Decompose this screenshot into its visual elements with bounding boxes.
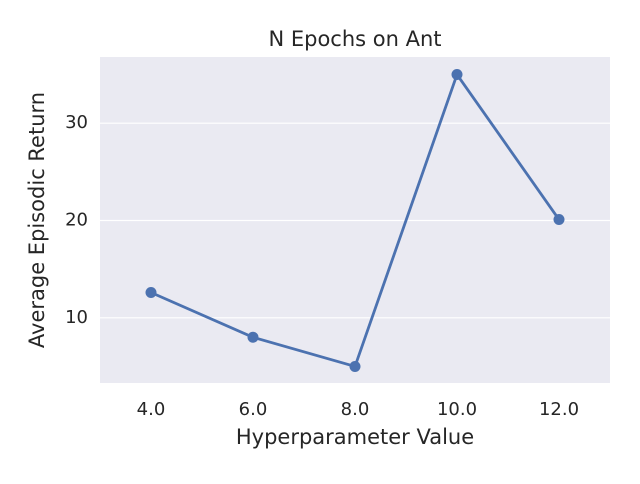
point — [349, 360, 361, 372]
point — [145, 286, 157, 298]
y-tick-label: 10 — [65, 307, 88, 328]
x-axis-label: Hyperparameter Value — [236, 425, 474, 449]
y-tick-label: 30 — [65, 112, 88, 133]
x-tick-label: 4.0 — [137, 399, 166, 420]
point — [247, 331, 259, 343]
x-tick-label: 6.0 — [239, 399, 268, 420]
x-tick-label: 10.0 — [437, 399, 477, 420]
point — [553, 214, 565, 226]
x-tick-label: 12.0 — [539, 399, 579, 420]
chart-title: N Epochs on Ant — [268, 27, 441, 51]
y-tick-label: 20 — [65, 209, 88, 230]
y-axis-label: Average Episodic Return — [25, 92, 49, 348]
point — [451, 69, 463, 81]
x-tick-label: 8.0 — [341, 399, 370, 420]
